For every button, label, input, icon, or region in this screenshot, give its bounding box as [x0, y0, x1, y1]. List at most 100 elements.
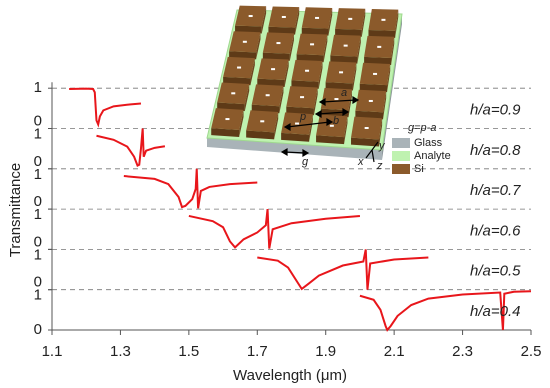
series-label: h/a=0.6 [470, 222, 521, 239]
inset-formula: g=p-a [408, 122, 436, 134]
series-label: h/a=0.9 [470, 101, 521, 118]
block-notch [334, 98, 339, 101]
block-notch [248, 15, 253, 18]
block-notch [300, 96, 305, 99]
block-side [239, 109, 244, 138]
series-line [257, 249, 429, 291]
y-tick-label: 1 [34, 287, 42, 304]
y-tick-label: 1 [34, 206, 42, 223]
y-tick-label: 1 [34, 246, 42, 263]
legend-label: Glass [414, 137, 443, 149]
block-side [387, 63, 391, 93]
legend-swatch [392, 164, 410, 174]
legend-label: Analyte [414, 150, 451, 162]
axis-letter: y [378, 140, 386, 152]
block-side [359, 83, 388, 93]
x-tick-label: 2.3 [452, 343, 473, 360]
block-side [383, 91, 387, 120]
y-tick-label: 1 [34, 79, 42, 96]
block-side [235, 25, 262, 34]
plot-layer: 1.1 1.3 1.5 1.7 1.9 2.1 2.3 2.501h/a=0.901h/a=0… [34, 79, 542, 360]
block-side [301, 27, 329, 36]
x-tick-label: 1.7 [247, 343, 268, 360]
block-notch [237, 66, 242, 69]
block-side [348, 89, 352, 118]
block-side [279, 85, 284, 114]
block-notch [339, 71, 344, 74]
block-side [364, 56, 392, 65]
axis-letter: z [376, 160, 383, 172]
x-tick-label: 1.9 [315, 343, 336, 360]
series-line [96, 128, 166, 167]
block-notch [368, 99, 373, 102]
series-line [188, 208, 361, 249]
block-notch [271, 68, 276, 71]
block-side [328, 7, 333, 36]
block-side [313, 87, 318, 116]
block-side [357, 35, 361, 64]
block-side [344, 116, 348, 145]
block-notch [305, 69, 310, 72]
block-side [323, 34, 328, 63]
series-label: h/a=0.5 [470, 263, 521, 280]
x-tick-label: 1.5 [178, 343, 199, 360]
glass-side [207, 138, 382, 160]
block-side [261, 6, 267, 34]
block-side [274, 111, 279, 140]
x-tick-label: 2.1 [384, 343, 405, 360]
block-side [351, 137, 379, 147]
block-notch [364, 127, 369, 130]
block-side [281, 132, 310, 142]
block-notch [381, 18, 386, 21]
block-side [289, 33, 294, 61]
block-notch [295, 122, 300, 125]
axis-letter: x [357, 156, 364, 168]
block-notch [242, 40, 247, 43]
block-side [268, 26, 296, 35]
block-side [330, 55, 358, 64]
series-label: h/a=0.8 [470, 142, 521, 159]
block-notch [377, 45, 382, 48]
inset-label: p [299, 111, 306, 123]
block-side [352, 62, 357, 91]
block-side [378, 118, 383, 147]
series-line [69, 87, 142, 128]
block-side [211, 128, 240, 138]
block-side [309, 114, 313, 142]
block-side [250, 58, 255, 86]
y-tick-label: 1 [34, 125, 42, 142]
legend-swatch [392, 151, 410, 161]
block-notch [276, 42, 281, 45]
block-notch [329, 124, 334, 127]
block-notch [260, 120, 265, 123]
block-notch [373, 72, 378, 75]
block-side [244, 83, 250, 112]
inset-label: a [341, 87, 347, 99]
block-side [296, 54, 324, 63]
block-side [284, 59, 289, 87]
block-side [246, 130, 275, 140]
block-side [395, 9, 399, 38]
block-side [361, 8, 366, 37]
block-notch [310, 43, 315, 46]
block-side [316, 135, 345, 145]
inset-label: g [302, 156, 309, 168]
y-axis-label: Transmittance [7, 163, 24, 257]
series-label: h/a=0.7 [470, 182, 521, 199]
x-axis-label: Wavelength (μm) [233, 367, 347, 384]
block-side [391, 36, 395, 65]
block-notch [348, 17, 353, 20]
block-side [368, 29, 396, 38]
series-label: h/a=0.4 [470, 303, 520, 320]
block-notch [225, 118, 230, 121]
y-tick-label: 0 [34, 193, 42, 210]
y-tick-label: 0 [34, 274, 42, 291]
series-line [359, 290, 532, 332]
block-notch [281, 15, 286, 18]
dimension-arrows [280, 95, 379, 163]
block-side [295, 7, 300, 35]
x-tick-label: 1.3 [110, 343, 131, 360]
y-tick-label: 1 [34, 166, 42, 183]
series-line [123, 168, 258, 209]
legend-label: Si [414, 163, 424, 175]
